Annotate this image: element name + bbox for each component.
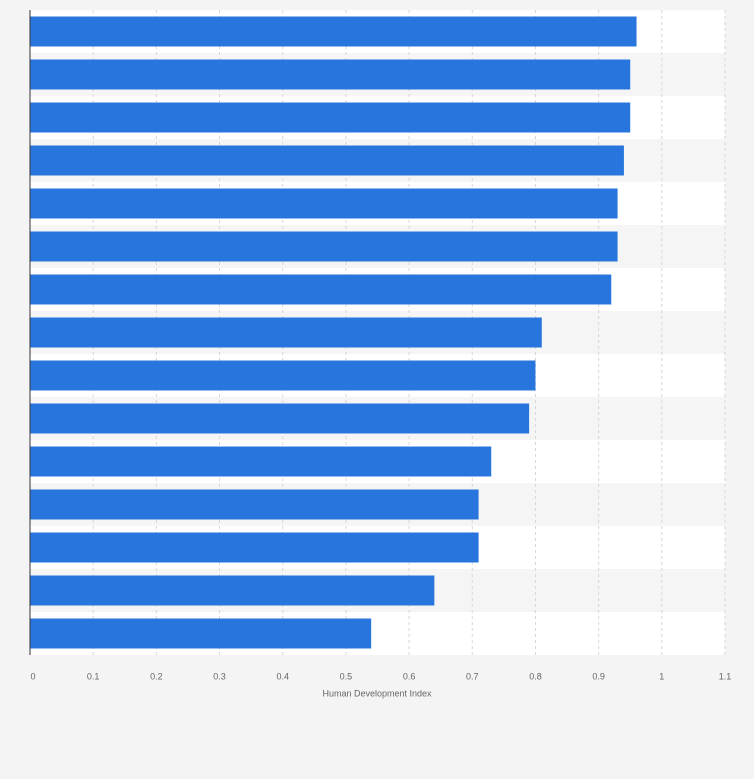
bar bbox=[30, 59, 631, 90]
bar bbox=[30, 446, 492, 477]
x-tick-label: 0.1 bbox=[87, 671, 100, 681]
bar bbox=[30, 231, 618, 262]
x-tick-label: 0.2 bbox=[150, 671, 163, 681]
x-tick-label: 1.1 bbox=[719, 671, 732, 681]
bar bbox=[30, 532, 479, 563]
bar bbox=[30, 575, 435, 606]
x-tick-label: 0 bbox=[30, 671, 35, 681]
x-tick-label: 0.8 bbox=[529, 671, 542, 681]
bar bbox=[30, 403, 530, 434]
x-tick-label: 0.9 bbox=[592, 671, 605, 681]
bar bbox=[30, 145, 624, 176]
x-tick-label: 0.4 bbox=[276, 671, 289, 681]
x-tick-label: 0.3 bbox=[213, 671, 226, 681]
bar bbox=[30, 317, 542, 348]
bar bbox=[30, 489, 479, 520]
x-tick-label: 0.6 bbox=[403, 671, 416, 681]
bar bbox=[30, 360, 536, 391]
bar bbox=[30, 274, 612, 305]
bar bbox=[30, 618, 372, 649]
bar bbox=[30, 16, 637, 47]
x-tick-label: 1 bbox=[659, 671, 664, 681]
bar bbox=[30, 188, 618, 219]
x-axis-title: Human Development Index bbox=[322, 688, 432, 698]
x-tick-label: 0.5 bbox=[340, 671, 353, 681]
x-tick-label: 0.7 bbox=[466, 671, 479, 681]
bar bbox=[30, 102, 631, 133]
